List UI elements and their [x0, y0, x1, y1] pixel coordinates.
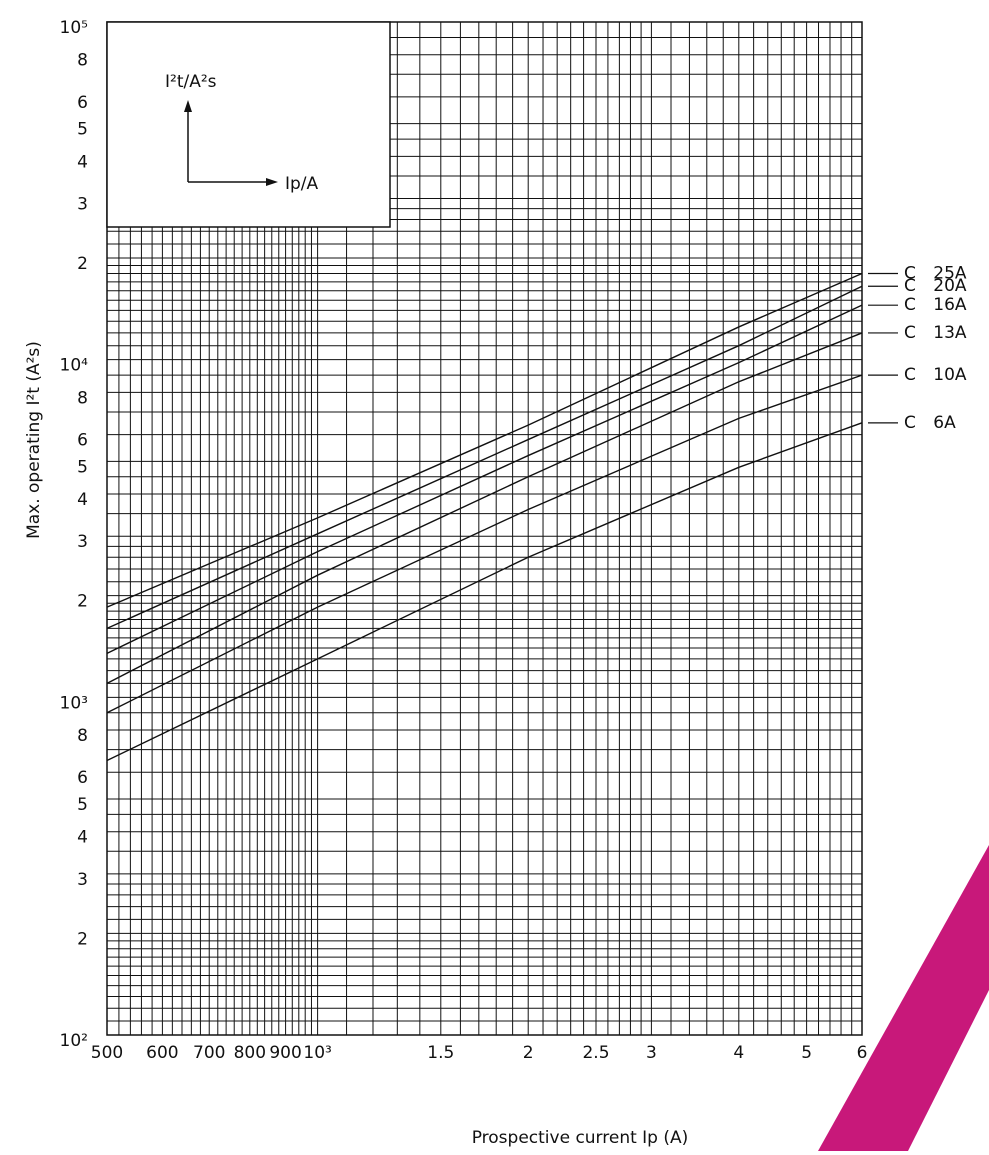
- x-tick-label: 10³: [303, 1043, 331, 1063]
- x-tick-label: 1.5: [427, 1043, 454, 1063]
- x-tick-label: 6: [857, 1043, 868, 1063]
- y-tick-label: 4: [77, 490, 88, 510]
- inset-arrowhead: [184, 100, 192, 112]
- y-tick-label: 2: [77, 254, 88, 274]
- y-tick-label: 10²: [60, 1031, 88, 1051]
- x-tick-label: 2.5: [582, 1043, 609, 1063]
- y-tick-label: 5: [77, 457, 88, 477]
- x-tick-label: 800: [234, 1043, 266, 1063]
- x-tick-label: 900: [269, 1043, 301, 1063]
- y-axis-label: Max. operating I²t (A²s): [24, 341, 44, 539]
- x-tick-label: 2: [523, 1043, 534, 1063]
- legend-label: C 10A: [904, 365, 967, 385]
- y-tick-label: 8: [77, 388, 88, 408]
- y-tick-label: 8: [77, 51, 88, 71]
- y-tick-label: 4: [77, 152, 88, 172]
- legend-label: C 6A: [904, 413, 956, 433]
- y-tick-label: 3: [77, 532, 88, 552]
- x-tick-label: 500: [91, 1043, 123, 1063]
- y-tick-label: 5: [77, 120, 88, 140]
- x-tick-label: 5: [801, 1043, 812, 1063]
- series-line: [106, 272, 863, 608]
- legend-label: C 16A: [904, 295, 967, 315]
- y-tick-label: 4: [77, 828, 88, 848]
- inset-label: I²t/A²s: [165, 72, 217, 92]
- y-tick-label: 2: [77, 929, 88, 949]
- plot-frame: [106, 21, 863, 1036]
- y-tick-label: 10³: [60, 693, 88, 713]
- y-tick-label: 6: [77, 768, 88, 788]
- y-tick-label: 2: [77, 592, 88, 612]
- series-line: [106, 285, 863, 630]
- series-line: [106, 304, 863, 654]
- legend-label: C 25A: [904, 263, 967, 283]
- inset-box: [106, 21, 391, 228]
- y-tick-label: 3: [77, 195, 88, 215]
- x-tick-label: 700: [193, 1043, 225, 1063]
- legend-label: C 13A: [904, 323, 967, 343]
- x-axis-label: Prospective current Ip (A): [472, 1128, 689, 1148]
- inset-label: Ip/A: [285, 174, 319, 194]
- series-line: [106, 374, 863, 714]
- x-tick-label: 600: [146, 1043, 178, 1063]
- y-tick-label: 3: [77, 870, 88, 890]
- inset-arrowhead: [266, 178, 278, 186]
- decoration: [818, 845, 989, 1151]
- y-tick-label: 6: [77, 431, 88, 451]
- y-tick-label: 5: [77, 795, 88, 815]
- y-tick-label: 10⁵: [60, 18, 88, 38]
- x-tick-label: 3: [646, 1043, 657, 1063]
- series-line: [106, 422, 863, 762]
- y-tick-label: 6: [77, 93, 88, 113]
- y-tick-label: 10⁴: [60, 356, 89, 376]
- series-line: [106, 332, 863, 684]
- legend-label: C 20A: [904, 276, 967, 296]
- x-tick-label: 4: [733, 1043, 744, 1063]
- y-tick-label: 8: [77, 726, 88, 746]
